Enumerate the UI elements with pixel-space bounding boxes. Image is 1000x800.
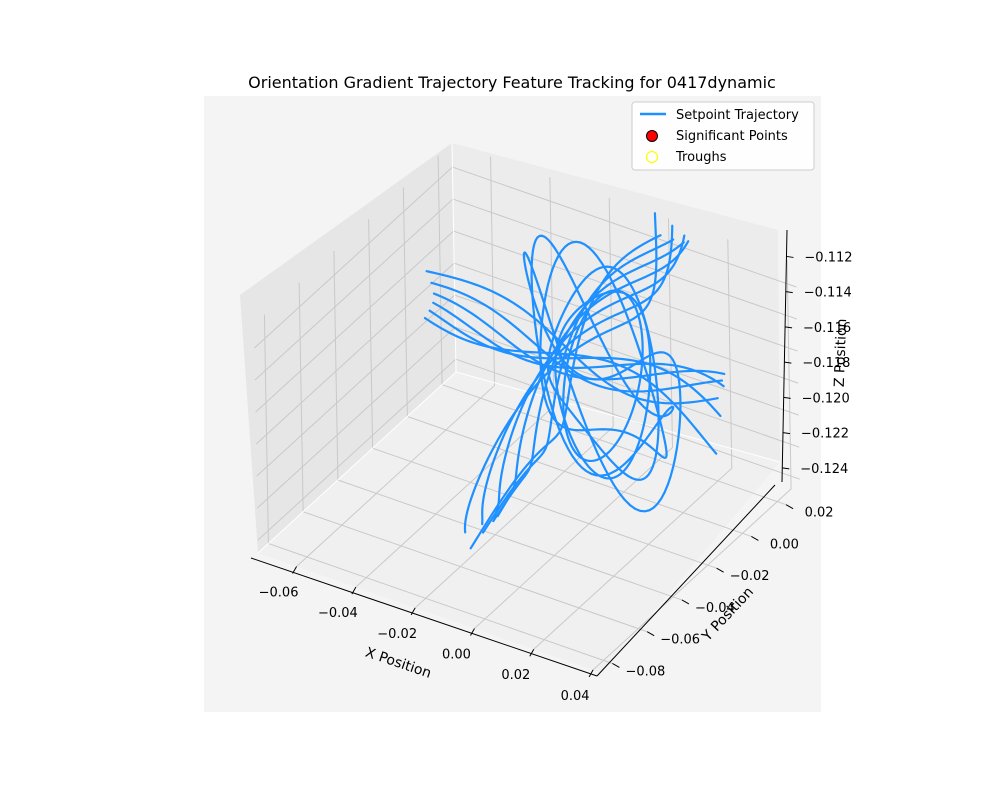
x-tick-label: 0.00 — [442, 648, 471, 663]
z-axis-line — [781, 229, 788, 483]
trajectory-lap — [530, 234, 675, 477]
x-tick-mark — [410, 607, 416, 616]
trajectory-lap — [425, 270, 719, 405]
trajectory-lap — [522, 251, 682, 513]
z-tick-mark — [785, 291, 793, 294]
y-tick-mark — [646, 631, 655, 637]
trajectory-lap — [469, 234, 662, 550]
y-ticks: −0.08 −0.06 −0.04 −0.02 0.00 0.02 — [612, 504, 834, 679]
legend-label-setpoint: Setpoint Trajectory — [676, 108, 799, 123]
x-tick-label: −0.06 — [259, 585, 299, 600]
y-tick-mark — [716, 567, 724, 573]
grid-line-x — [296, 156, 496, 567]
trajectory-lap — [423, 316, 718, 455]
trajectory-lap — [492, 241, 685, 523]
y-tick-mark — [612, 663, 620, 668]
y-tick-mark — [785, 504, 794, 510]
y-tick-label: −0.04 — [695, 601, 735, 616]
trajectory-lap — [430, 281, 724, 393]
z-axis-label: Z Position — [832, 318, 850, 387]
x-axis-line — [250, 557, 598, 677]
z-tick-mark — [782, 467, 790, 470]
z-tick-label: −0.116 — [803, 321, 851, 336]
legend-marker-troughs — [645, 150, 659, 164]
y-tick-label: −0.06 — [660, 633, 700, 648]
trajectory-series — [423, 212, 726, 550]
x-tick-mark — [529, 648, 535, 657]
z-tick-label: −0.122 — [801, 427, 849, 442]
z-tick-label: −0.112 — [804, 250, 852, 265]
legend-frame — [631, 101, 815, 171]
x-tick-mark — [351, 586, 357, 595]
legend: Setpoint Trajectory Significant Points T… — [631, 101, 815, 171]
grid-line-x — [533, 239, 733, 650]
y-tick-label: 0.02 — [805, 506, 834, 521]
z-tick-label: −0.120 — [802, 391, 850, 406]
z-tick-mark — [786, 255, 794, 258]
z-ticks: −0.124 −0.122 −0.120 −0.118 −0.116 −0.114 −0.1… — [782, 250, 853, 477]
x-tick-mark — [292, 566, 297, 574]
x-tick-mark — [588, 669, 594, 678]
legend-marker-significant — [646, 130, 658, 142]
z-tick-mark — [783, 396, 791, 399]
grid-line-x — [474, 218, 673, 629]
trajectory-lap — [539, 240, 668, 459]
trajectory-lap — [428, 309, 722, 418]
x-tick-label: −0.04 — [318, 606, 358, 621]
y-tick-label: −0.02 — [730, 569, 770, 584]
legend-label-troughs: Troughs — [675, 150, 727, 165]
chart-title: Orientation Gradient Trajectory Feature … — [248, 73, 776, 92]
z-tick-mark — [782, 432, 791, 435]
x-tick-label: 0.04 — [561, 689, 590, 704]
y-tick-mark — [681, 599, 690, 605]
x-tick-label: −0.02 — [377, 627, 417, 642]
y-tick-label: 0.00 — [770, 537, 799, 552]
legend-label-significant: Significant Points — [676, 129, 788, 144]
z-tick-mark — [784, 361, 792, 364]
x-tick-label: 0.02 — [501, 668, 530, 683]
z-tick-mark — [785, 326, 793, 329]
y-tick-label: −0.08 — [625, 664, 665, 679]
y-axis-line — [596, 484, 776, 677]
trajectory-lap — [546, 265, 660, 481]
z-tick-label: −0.114 — [804, 286, 852, 301]
x-tick-mark — [470, 628, 475, 636]
x-ticks: −0.06 −0.04 −0.02 0.00 0.02 0.04 — [259, 566, 594, 704]
z-tick-label: −0.124 — [800, 462, 848, 477]
z-tick-label: −0.118 — [802, 356, 850, 371]
y-tick-mark — [751, 536, 759, 541]
pane-edges — [257, 142, 781, 554]
